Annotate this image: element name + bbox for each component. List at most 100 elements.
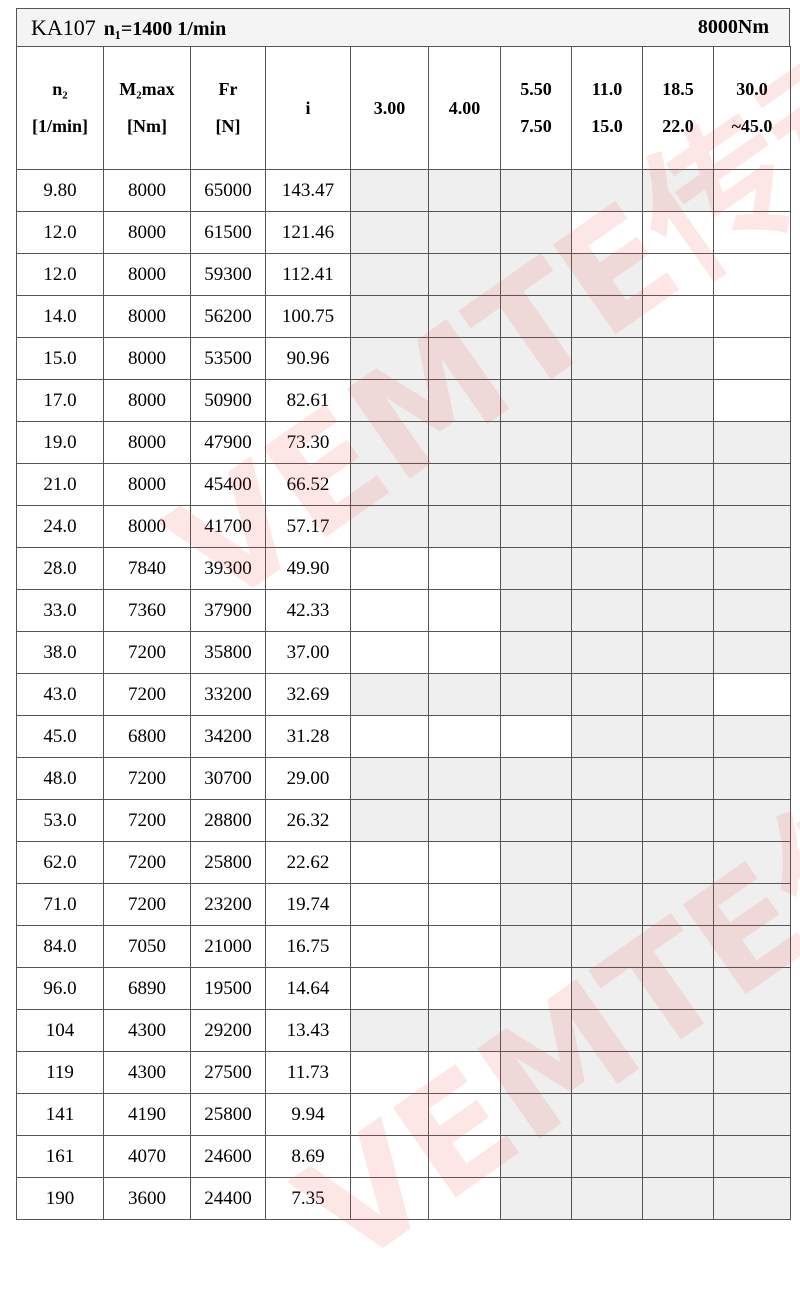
cell: 190 — [16, 1177, 104, 1220]
cell: 7200 — [103, 841, 191, 884]
cell: 4070 — [103, 1135, 191, 1178]
cell: 61500 — [190, 211, 266, 254]
availability-cell — [642, 715, 714, 758]
availability-cell — [571, 799, 643, 842]
cell: 143.47 — [265, 169, 351, 212]
cell: 33200 — [190, 673, 266, 716]
availability-cell — [428, 799, 501, 842]
availability-cell — [428, 715, 501, 758]
cell: 8000 — [103, 211, 191, 254]
availability-cell — [642, 169, 714, 212]
cell: 4300 — [103, 1051, 191, 1094]
availability-cell — [713, 463, 791, 506]
header-line: n₂ — [52, 79, 68, 99]
availability-cell — [500, 757, 572, 800]
header-line: 30.0 — [736, 79, 768, 99]
header-line: 11.0 — [591, 79, 623, 99]
availability-cell — [500, 547, 572, 590]
cell: 65000 — [190, 169, 266, 212]
cell: 32.69 — [265, 673, 351, 716]
row: 12.0 8000 61500 121.46 — [16, 211, 791, 254]
availability-cell — [713, 295, 791, 338]
cell: 23200 — [190, 883, 266, 926]
availability-cell — [428, 211, 501, 254]
availability-cell — [428, 463, 501, 506]
availability-cell — [642, 211, 714, 254]
availability-cell — [571, 505, 643, 548]
availability-cell — [500, 295, 572, 338]
column-header: i — [265, 46, 351, 170]
availability-cell — [713, 1177, 791, 1220]
cell: 119 — [16, 1051, 104, 1094]
availability-cell — [642, 253, 714, 296]
availability-cell — [713, 589, 791, 632]
model: KA107 — [31, 15, 96, 40]
availability-cell — [571, 463, 643, 506]
availability-cell — [428, 673, 501, 716]
header-line: 22.0 — [662, 116, 694, 136]
availability-cell — [571, 1009, 643, 1052]
availability-cell — [500, 463, 572, 506]
availability-cell — [713, 169, 791, 212]
availability-cell — [642, 1051, 714, 1094]
availability-cell — [500, 211, 572, 254]
availability-cell — [713, 757, 791, 800]
availability-cell — [500, 883, 572, 926]
availability-cell — [642, 841, 714, 884]
cell: 104 — [16, 1009, 104, 1052]
cell: 4190 — [103, 1093, 191, 1136]
row: 161 4070 24600 8.69 — [16, 1135, 791, 1178]
cell: 35800 — [190, 631, 266, 674]
cell: 43.0 — [16, 673, 104, 716]
availability-cell — [500, 799, 572, 842]
input-speed: n₁=1400 1/min — [103, 18, 227, 40]
column-header: 30.0 ~45.0 — [713, 46, 791, 170]
header-line: Fr — [218, 79, 238, 99]
row: 14.0 8000 56200 100.75 — [16, 295, 791, 338]
availability-cell — [500, 673, 572, 716]
cell: 100.75 — [265, 295, 351, 338]
cell: 29200 — [190, 1009, 266, 1052]
cell: 24600 — [190, 1135, 266, 1178]
availability-cell — [642, 673, 714, 716]
availability-cell — [642, 757, 714, 800]
cell: 26.32 — [265, 799, 351, 842]
availability-cell — [350, 421, 429, 464]
cell: 62.0 — [16, 841, 104, 884]
cell: 12.0 — [16, 211, 104, 254]
cell: 161 — [16, 1135, 104, 1178]
cell: 56200 — [190, 295, 266, 338]
availability-cell — [713, 211, 791, 254]
availability-cell — [428, 883, 501, 926]
cell: 16.75 — [265, 925, 351, 968]
cell: 49.90 — [265, 547, 351, 590]
row: 48.0 7200 30700 29.00 — [16, 757, 791, 800]
cell: 37.00 — [265, 631, 351, 674]
availability-cell — [350, 841, 429, 884]
availability-cell — [350, 631, 429, 674]
cell: 27500 — [190, 1051, 266, 1094]
row: 71.0 7200 23200 19.74 — [16, 883, 791, 926]
availability-cell — [500, 1093, 572, 1136]
column-header: n₂ [1/min] — [16, 46, 104, 170]
header-line: ~45.0 — [731, 116, 773, 136]
cell: 6890 — [103, 967, 191, 1010]
cell: 8000 — [103, 379, 191, 422]
row: 62.0 7200 25800 22.62 — [16, 841, 791, 884]
torque: 8000Nm — [697, 16, 769, 38]
cell: 8.69 — [265, 1135, 351, 1178]
cell: 39300 — [190, 547, 266, 590]
availability-cell — [642, 1009, 714, 1052]
availability-cell — [571, 673, 643, 716]
availability-cell — [642, 295, 714, 338]
availability-cell — [350, 715, 429, 758]
row: 21.0 8000 45400 66.52 — [16, 463, 791, 506]
availability-cell — [428, 631, 501, 674]
cell: 7840 — [103, 547, 191, 590]
header-line: 18.5 — [662, 79, 694, 99]
header-line: i — [305, 97, 311, 118]
availability-cell — [500, 379, 572, 422]
cell: 59300 — [190, 253, 266, 296]
availability-cell — [713, 841, 791, 884]
availability-cell — [500, 967, 572, 1010]
